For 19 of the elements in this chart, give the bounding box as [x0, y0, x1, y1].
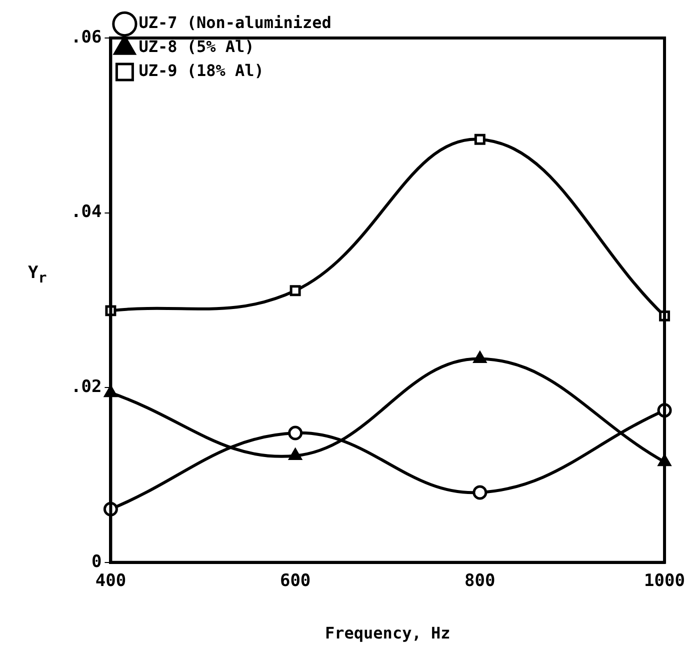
y-axis-title: Y$_{r}$ — [28, 263, 47, 286]
x-tick-label: 600 — [280, 571, 311, 592]
y-tick-label: .06 — [70, 27, 102, 48]
point — [473, 352, 486, 364]
point — [290, 285, 301, 296]
point — [288, 426, 303, 440]
y-tick-label: .04 — [70, 202, 102, 222]
legend-label: UZ-8 (5% Al) — [138, 37, 254, 56]
x-tick-label: 400 — [95, 571, 126, 592]
x-tick-label: 800 — [464, 571, 496, 592]
point — [474, 134, 486, 145]
x-axis-title: Frequency, Hz — [325, 624, 450, 643]
y-tick-label: 0 — [91, 552, 102, 572]
point — [288, 448, 302, 460]
y-tick-label: .02 — [70, 377, 102, 398]
legend-label: UZ-7 (Non-aluminized — [138, 13, 332, 32]
x-tick-label: 1000 — [644, 571, 686, 592]
legend-label: UZ-9 (18% Al) — [138, 61, 264, 80]
point — [472, 485, 488, 500]
